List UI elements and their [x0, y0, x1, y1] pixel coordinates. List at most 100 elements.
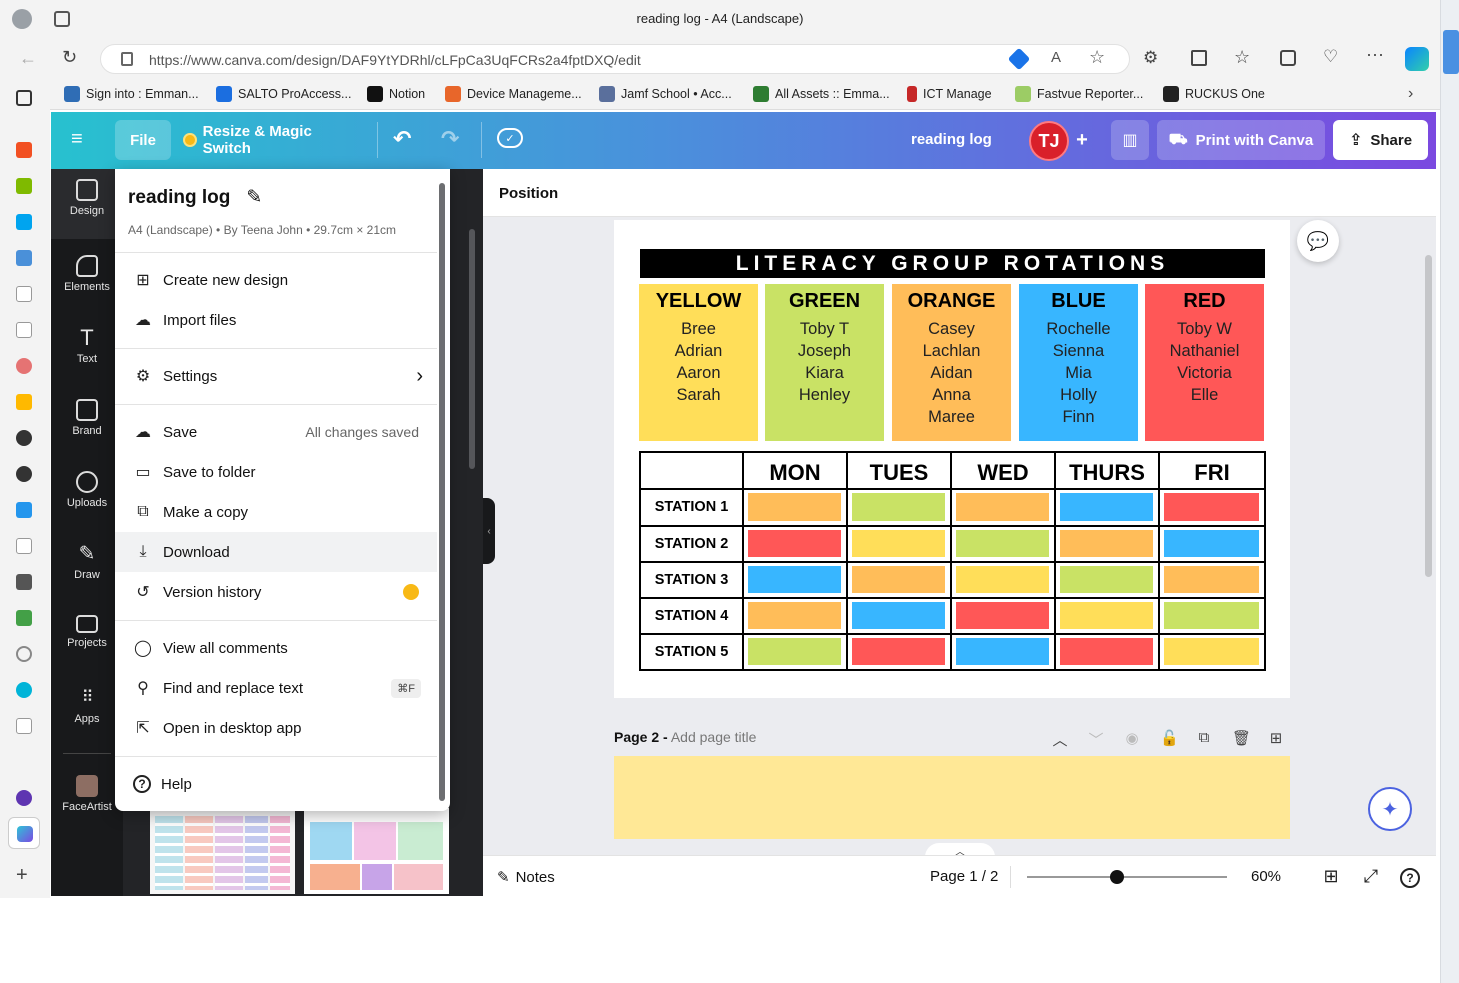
rail-item-design[interactable]: Design [51, 169, 123, 239]
bookmark-item[interactable]: ICT Manage [907, 86, 992, 102]
group-card-red[interactable]: RED Toby W Nathaniel Victoria Elle [1145, 284, 1264, 441]
tab-favicon-icon[interactable] [16, 538, 32, 554]
lock-icon[interactable]: 🔓 [1160, 730, 1179, 747]
address-bar[interactable]: https://www.canva.com/design/DAF9YtYDRhl… [100, 44, 1130, 74]
rail-item-faceartist[interactable]: FaceArtist [51, 765, 123, 831]
rotation-cell[interactable] [1160, 633, 1264, 669]
rotation-cell[interactable] [1056, 525, 1160, 561]
design-banner-title[interactable]: LITERACY GROUP ROTATIONS [640, 249, 1265, 278]
copilot-icon[interactable] [1405, 47, 1429, 71]
browser-tab-title[interactable]: reading log - A4 (Landscape) [636, 11, 804, 26]
hide-page-eye-icon[interactable]: ◉ [1125, 730, 1139, 747]
document-title[interactable]: reading log [911, 131, 992, 148]
panel-scrollbar[interactable] [469, 229, 475, 469]
rail-item-apps[interactable]: ⠿ Apps [51, 677, 123, 743]
zoom-slider[interactable] [1027, 876, 1227, 878]
canva-tab-icon[interactable] [16, 790, 32, 806]
grid-view-icon[interactable]: ⊞ [1323, 866, 1339, 886]
redo-icon[interactable]: ↷ [441, 126, 460, 151]
resize-magic-switch-button[interactable]: Resize & Magic Switch [183, 120, 358, 160]
rotation-cell[interactable] [744, 525, 848, 561]
duplicate-page-icon[interactable]: ⧉ [1198, 729, 1210, 746]
rail-item-elements[interactable]: Elements [51, 245, 123, 311]
github-icon[interactable] [16, 466, 32, 482]
template-thumbnail[interactable] [150, 808, 295, 894]
rail-item-brand[interactable]: Brand [51, 389, 123, 455]
tab-favicon-icon[interactable] [16, 142, 32, 158]
tab-favicon-icon[interactable] [16, 574, 32, 590]
sidebar-app-icon[interactable] [1443, 30, 1459, 74]
bookmark-item[interactable]: RUCKUS One [1163, 86, 1265, 102]
rotation-cell[interactable] [1056, 488, 1160, 525]
rotation-cell[interactable] [1160, 561, 1264, 597]
tab-favicon-icon[interactable] [16, 214, 32, 230]
bookmark-item[interactable]: Sign into : Emman... [64, 86, 199, 102]
rail-item-projects[interactable]: Projects [51, 605, 123, 671]
file-menu-scrollbar[interactable] [439, 183, 445, 801]
file-menu-button[interactable]: File [115, 120, 171, 160]
show-pages-toggle[interactable]: ︿ [925, 843, 995, 858]
rotation-table[interactable]: MON TUES WED THURS FRI STATION 1 STATION 2 STAT… [639, 451, 1266, 671]
collapse-panel-handle[interactable]: ‹ [483, 498, 495, 564]
rotation-cell[interactable] [848, 488, 952, 525]
settings-gear-icon[interactable] [16, 646, 32, 662]
avatar[interactable]: TJ [1029, 121, 1069, 161]
design-page-2[interactable] [614, 756, 1290, 839]
template-thumbnail[interactable] [304, 808, 449, 894]
add-comment-button[interactable]: 💬 [1297, 220, 1339, 262]
canvas-scrollbar[interactable] [1425, 255, 1432, 577]
rotation-cell[interactable] [1160, 525, 1264, 561]
bookmark-item[interactable]: Device Manageme... [445, 86, 582, 102]
notes-button[interactable]: ✎ Notes [497, 868, 555, 886]
design-page-1[interactable]: LITERACY GROUP ROTATIONS YELLOW Bree Adri… [614, 220, 1290, 698]
share-button[interactable]: ⇪ Share [1333, 120, 1428, 160]
rail-item-uploads[interactable]: Uploads [51, 461, 123, 527]
tab-favicon-icon[interactable] [16, 286, 32, 302]
profile-icon[interactable] [12, 9, 32, 29]
rotation-cell[interactable] [744, 597, 848, 633]
rotation-cell[interactable] [952, 633, 1056, 669]
rotation-cell[interactable] [1056, 597, 1160, 633]
rotation-cell[interactable] [848, 525, 952, 561]
favorites-icon[interactable]: ☆ [1234, 47, 1251, 67]
rotation-cell[interactable] [1056, 561, 1160, 597]
bookmark-item[interactable]: SALTO ProAccess... [216, 86, 351, 102]
url-text[interactable]: https://www.canva.com/design/DAF9YtYDRhl… [149, 52, 641, 68]
rotation-cell[interactable] [848, 561, 952, 597]
save-to-folder-item[interactable]: ▭ Save to folder [115, 452, 437, 492]
cloud-saved-icon[interactable]: ✓ [497, 128, 523, 148]
tab-favicon-icon[interactable] [16, 502, 32, 518]
save-item[interactable]: ☁ Save All changes saved [115, 412, 437, 452]
rail-item-text[interactable]: T Text [51, 317, 123, 383]
rotation-cell[interactable] [848, 597, 952, 633]
zoom-level[interactable]: 60% [1251, 868, 1282, 885]
chevron-down-icon[interactable]: ﹀ [1088, 732, 1104, 749]
vertical-tabs-toggle-icon[interactable] [16, 90, 32, 106]
bookmark-item[interactable]: Fastvue Reporter... [1015, 86, 1143, 102]
browser-essentials-icon[interactable]: ♡ [1323, 47, 1339, 66]
fullscreen-expand-icon[interactable]: ⤢ [1363, 866, 1379, 886]
collections-icon[interactable] [1280, 50, 1296, 66]
rotation-cell[interactable] [744, 633, 848, 669]
version-history-item[interactable]: ↺ Version history [115, 572, 437, 612]
rotation-cell[interactable] [952, 525, 1056, 561]
bookmark-item[interactable]: Jamf School • Acc... [599, 86, 732, 102]
tab-favicon-icon[interactable] [16, 682, 32, 698]
rotation-cell[interactable] [1056, 633, 1160, 669]
open-desktop-app-item[interactable]: ⇱ Open in desktop app [115, 708, 437, 748]
group-card-blue[interactable]: BLUE Rochelle Sienna Mia Holly Finn [1019, 284, 1138, 441]
pencil-edit-icon[interactable]: ✎ [246, 187, 263, 208]
find-replace-item[interactable]: ⚲ Find and replace text ⌘F [115, 668, 437, 708]
rotation-cell[interactable] [952, 561, 1056, 597]
bookmark-item[interactable]: All Assets :: Emma... [753, 86, 890, 102]
page-indicator[interactable]: Page 1 / 2 [930, 868, 999, 885]
import-files-item[interactable]: ☁ Import files [115, 300, 437, 340]
rotation-cell[interactable] [952, 488, 1056, 525]
bookmark-item[interactable]: Notion [367, 86, 425, 102]
hamburger-menu-icon[interactable]: ≡ [71, 128, 83, 150]
new-tab-plus-icon[interactable]: + [16, 864, 28, 886]
position-button[interactable]: Position [499, 185, 559, 202]
rotation-cell[interactable] [1160, 488, 1264, 525]
split-screen-icon[interactable] [1191, 50, 1207, 66]
tab-favicon-icon[interactable] [16, 394, 32, 410]
